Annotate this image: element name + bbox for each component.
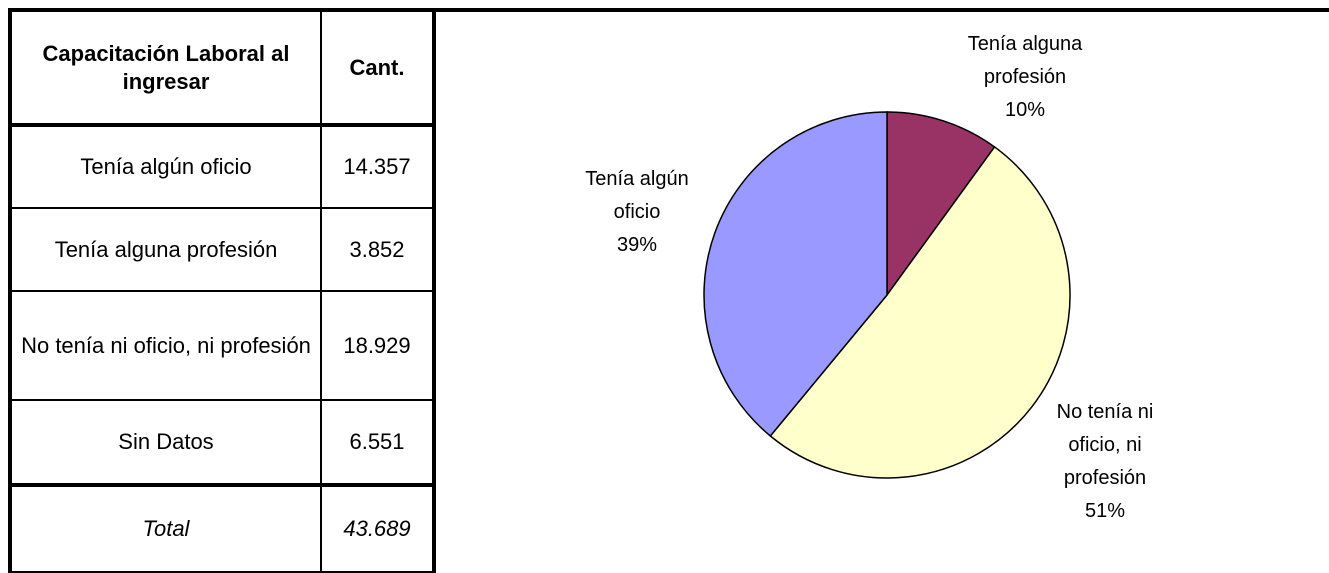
slice-name: Tenía algún oficio — [585, 168, 689, 223]
header-row: Capacitación Laboral al ingresar Cant. — [9, 9, 435, 127]
top-border — [8, 8, 1329, 12]
table-cell: 6.551 — [320, 399, 435, 486]
slice-label: No tenía ni oficio, ni profesión 51% — [1045, 396, 1165, 528]
table-cell: Tenía alguna profesión — [9, 207, 322, 292]
slice-name: Tenía alguna profesión — [967, 33, 1083, 88]
total-row: Total 43.689 — [9, 483, 435, 573]
header-cell: Capacitación Laboral al ingresar — [9, 9, 322, 127]
slice-percent: 51% — [1084, 500, 1126, 522]
table-row: No tenía ni oficio, ni profesión 18.929 — [9, 290, 435, 401]
table-cell: 3.852 — [320, 207, 435, 292]
table-cell: No tenía ni oficio, ni profesión — [9, 290, 322, 401]
table-cell: 18.929 — [320, 290, 435, 401]
total-cell: Total — [9, 483, 322, 573]
slice-name: No tenía ni oficio, ni profesión — [1056, 401, 1154, 489]
slice-percent: 39% — [616, 234, 658, 256]
data-table: Capacitación Laboral al ingresar Cant. T… — [8, 8, 436, 573]
total-cell: 43.689 — [320, 483, 435, 573]
table-row: Tenía algún oficio 14.357 — [9, 124, 435, 209]
table-cell: Tenía algún oficio — [9, 124, 322, 209]
slice-label: Tenía algún oficio 39% — [572, 163, 702, 262]
table-cell: Sin Datos — [9, 399, 322, 486]
table-body: Tenía algún oficio 14.357 Tenía alguna pro… — [9, 124, 435, 573]
slice-percent: 10% — [1004, 99, 1046, 121]
table-row: Tenía alguna profesión 3.852 — [9, 207, 435, 292]
header-cell: Cant. — [320, 9, 435, 127]
table-row: Sin Datos 6.551 — [9, 399, 435, 486]
slice-label: Tenía alguna profesión 10% — [950, 28, 1100, 127]
table-cell: 14.357 — [320, 124, 435, 209]
pie-slice — [886, 111, 996, 298]
pie-slice — [769, 145, 1071, 479]
pie-slice — [703, 111, 888, 438]
